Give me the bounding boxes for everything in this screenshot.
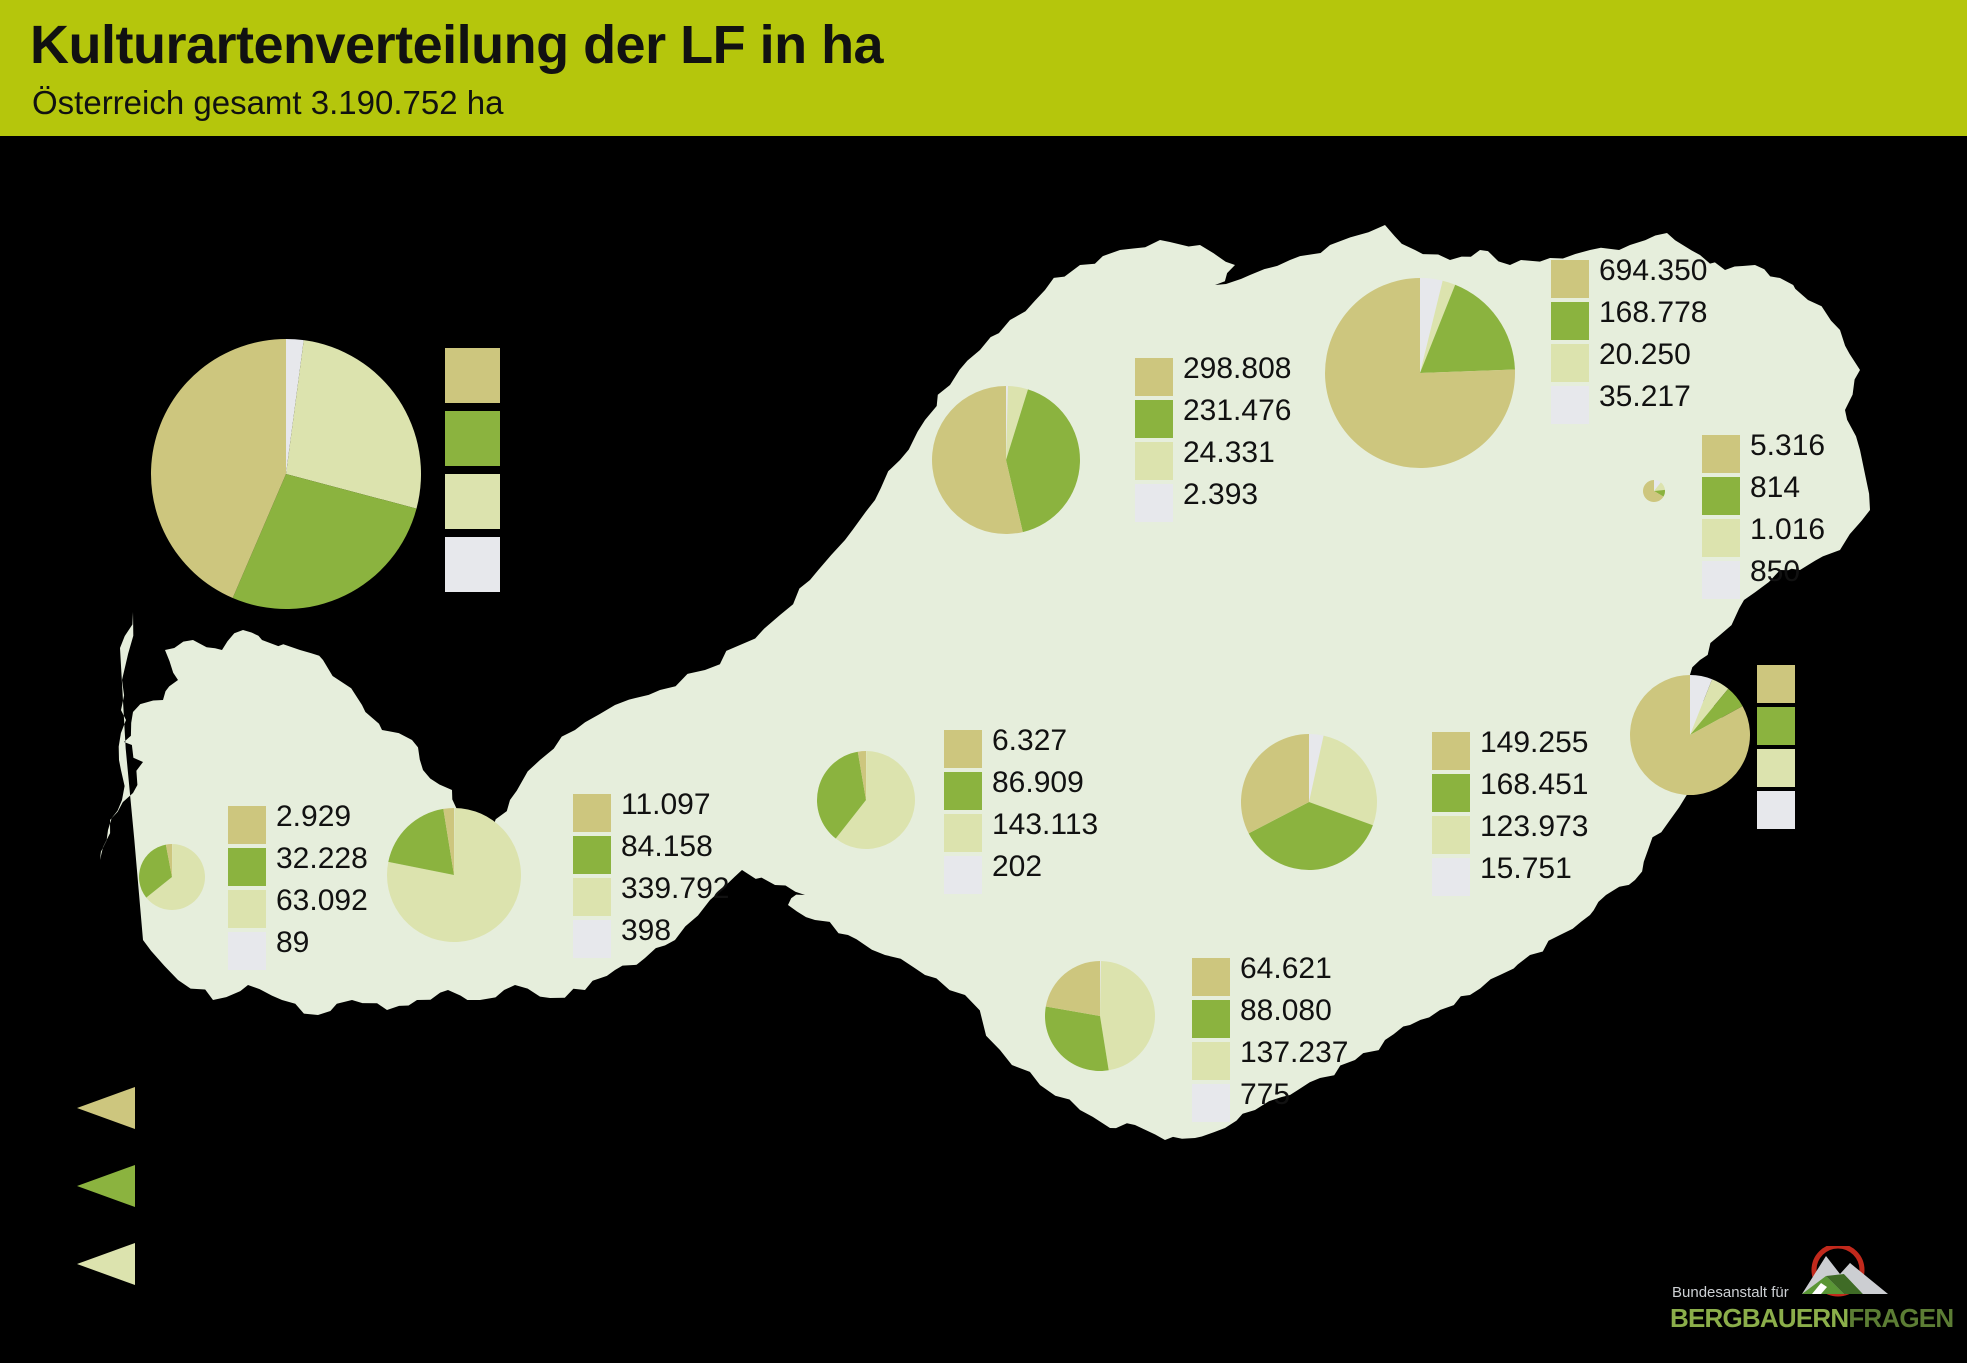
- svg-text:Bundesanstalt für: Bundesanstalt für: [1672, 1284, 1789, 1301]
- svg-text:BERGBAUERNFRAGEN: BERGBAUERNFRAGEN: [1670, 1303, 1953, 1333]
